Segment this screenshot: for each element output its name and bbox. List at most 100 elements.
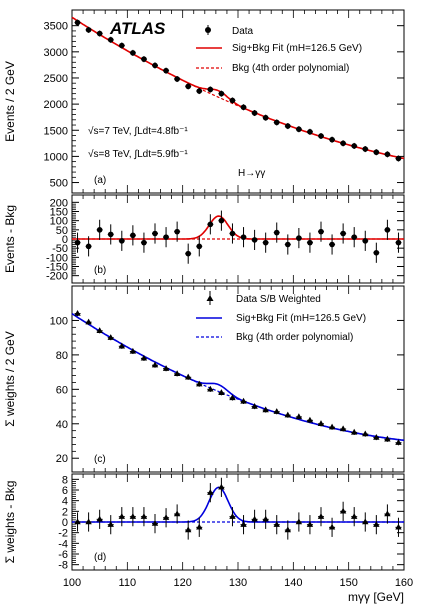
data-point: [262, 114, 269, 121]
y-tick-label: 3500: [44, 21, 68, 33]
data-point: [240, 521, 247, 527]
data-point: [339, 425, 347, 432]
x-tick-label: 140: [284, 577, 302, 589]
y-tick-label: 20: [56, 453, 68, 465]
data-point: [351, 428, 358, 435]
y-tick-label: -8: [58, 560, 68, 572]
legend-data-label: Data: [232, 26, 254, 37]
sig-bkg-fit-curve: [71, 313, 405, 442]
data-point: [174, 228, 180, 235]
y-axis-title: Events - Bkg: [3, 205, 17, 273]
data-point: [362, 518, 369, 525]
data-point: [174, 76, 180, 82]
data-point: [362, 146, 369, 152]
x-axis-title: mγγ [GeV]: [348, 590, 404, 604]
data-point: [384, 435, 391, 442]
data-point: [262, 406, 269, 413]
data-point: [218, 483, 225, 490]
data-point: [74, 518, 81, 525]
panel-label: (a): [94, 175, 106, 186]
y-tick-label: 1500: [44, 125, 68, 137]
data-point: [218, 389, 225, 395]
data-point: [395, 155, 402, 162]
data-point: [141, 239, 147, 246]
x-tick-label: 160: [395, 577, 413, 589]
y-tick-label: 200: [50, 197, 68, 209]
data-point: [130, 232, 136, 239]
y-tick-label: 100: [50, 315, 68, 327]
data-point: [207, 86, 214, 93]
sig-bkg-fit-curve: [72, 215, 404, 240]
data-point: [307, 239, 313, 246]
y-tick-label: 80: [56, 350, 68, 362]
data-point: [74, 309, 81, 316]
data-point: [362, 430, 369, 437]
data-point: [340, 140, 346, 147]
data-point: [152, 230, 158, 237]
data-point: [107, 521, 114, 527]
data-point: [96, 327, 103, 333]
data-point: [85, 243, 92, 250]
data-point: [140, 513, 148, 519]
y-tick-label: -150: [46, 262, 68, 274]
data-point: [284, 526, 291, 533]
data-point: [229, 97, 236, 104]
data-point: [395, 523, 402, 530]
data-point: [151, 361, 159, 368]
data-point: [118, 342, 125, 349]
data-point: [273, 119, 280, 126]
data-point: [141, 56, 147, 62]
sig-bkg-fit-curve: [72, 486, 404, 523]
data-point: [162, 514, 170, 520]
data-point: [119, 42, 125, 49]
y-axis-title: Σ weights / 2 GeV: [3, 331, 17, 426]
data-point: [373, 433, 380, 440]
y-tick-label: -200: [46, 271, 68, 283]
data-point: [317, 513, 325, 519]
y-tick-label: -100: [46, 252, 68, 264]
data-point: [96, 30, 103, 37]
data-point: [240, 104, 247, 111]
legend-fit-label: Sig+Bkg Fit (mH=126.5 GeV): [236, 313, 366, 324]
data-point: [185, 526, 192, 533]
data-point: [295, 413, 303, 420]
data-point: [284, 411, 291, 418]
data-point: [151, 520, 159, 526]
data-point: [85, 318, 92, 325]
sig-bkg-fit-curve: [71, 16, 405, 160]
data-point: [318, 133, 324, 139]
data-point: [196, 243, 203, 250]
y-tick-label: -4: [58, 538, 68, 550]
data-point: [273, 408, 280, 414]
data-point: [351, 143, 358, 149]
data-point: [262, 239, 269, 246]
legend-bkg-label: Bkg (4th order polynomial): [236, 332, 353, 343]
data-point: [218, 217, 225, 224]
data-point: [373, 249, 380, 256]
lumi-8tev: √s=8 TeV, ∫Ldt=5.9fb⁻¹: [88, 148, 188, 160]
data-point: [118, 513, 125, 519]
y-axis-title: Σ weights - Bkg: [3, 481, 17, 564]
y-tick-label: 40: [56, 419, 68, 431]
x-tick-label: 120: [173, 577, 191, 589]
y-tick-label: 3000: [44, 47, 68, 59]
data-point: [119, 238, 125, 244]
data-point: [129, 513, 137, 519]
data-point: [185, 250, 191, 257]
data-point: [351, 234, 358, 240]
data-point: [196, 523, 203, 530]
data-point: [373, 521, 380, 527]
data-point: [96, 515, 103, 522]
data-point: [328, 523, 336, 530]
panel-label: (c): [94, 454, 106, 465]
data-point: [107, 231, 114, 238]
y-tick-label: 2: [62, 506, 68, 518]
y-tick-label: 0: [62, 517, 68, 529]
panel-label: (b): [94, 265, 106, 276]
data-point: [306, 416, 314, 423]
data-point: [251, 402, 258, 409]
data-point: [285, 123, 291, 129]
panel-a: 500 1000 1500 2000 2500 3000 3500 Events / 2 Ge…: [3, 9, 405, 194]
